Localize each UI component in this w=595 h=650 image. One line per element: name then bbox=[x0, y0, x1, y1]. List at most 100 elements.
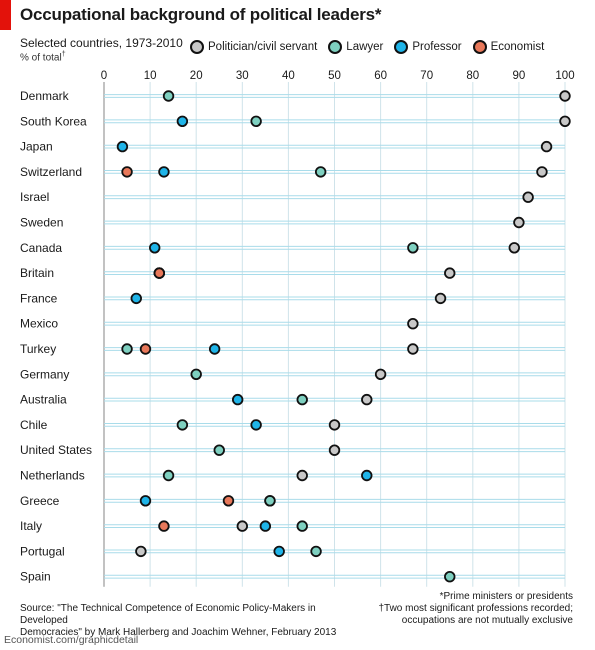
point-politician bbox=[328, 444, 341, 456]
chart-subtitle: Selected countries, 1973-2010 bbox=[20, 36, 183, 50]
point-politician bbox=[559, 90, 571, 102]
point-professor bbox=[149, 242, 161, 254]
x-tick-label-50: 50 bbox=[328, 70, 341, 82]
brand-red-tab bbox=[0, 0, 11, 30]
x-tick-label-90: 90 bbox=[513, 70, 526, 82]
point-politician bbox=[407, 343, 419, 355]
point-lawyer bbox=[190, 368, 202, 381]
legend-item-professor: Professor bbox=[394, 40, 462, 54]
units-text: % of total bbox=[20, 52, 62, 64]
point-lawyer bbox=[162, 469, 175, 482]
point-economist bbox=[222, 495, 235, 507]
point-lawyer bbox=[176, 419, 189, 431]
legend-professor-marker bbox=[394, 40, 409, 54]
category-label: Japan bbox=[20, 140, 53, 154]
units-footnote-mark: † bbox=[61, 51, 66, 58]
point-politician bbox=[135, 545, 147, 558]
point-lawyer bbox=[296, 520, 308, 532]
point-politician bbox=[296, 469, 308, 482]
point-lawyer bbox=[162, 90, 175, 102]
category-label: Italy bbox=[20, 519, 42, 533]
point-professor bbox=[130, 292, 142, 305]
category-label: Canada bbox=[20, 241, 62, 255]
category-label: Germany bbox=[20, 367, 69, 381]
point-economist bbox=[121, 166, 133, 178]
x-tick-label-40: 40 bbox=[282, 70, 295, 82]
x-tick-label-70: 70 bbox=[420, 70, 433, 82]
legend-item-politician: Politician/civil servant bbox=[190, 40, 317, 54]
point-politician bbox=[374, 368, 387, 381]
point-professor bbox=[361, 469, 373, 482]
category-label: Turkey bbox=[20, 342, 56, 356]
x-tick-label-0: 0 bbox=[101, 70, 107, 82]
point-politician bbox=[536, 166, 548, 178]
source-line-1: Source: "The Technical Competence of Eco… bbox=[20, 603, 316, 626]
legend-economist-label: Economist bbox=[490, 41, 545, 53]
units-label: % of total† bbox=[20, 51, 66, 63]
point-professor bbox=[273, 545, 285, 558]
point-lawyer bbox=[296, 393, 308, 406]
point-lawyer bbox=[407, 242, 419, 254]
category-label: Greece bbox=[20, 494, 60, 508]
legend-item-lawyer: Lawyer bbox=[328, 40, 383, 54]
x-tick-label-80: 80 bbox=[466, 70, 479, 82]
point-professor bbox=[139, 495, 152, 507]
x-tick-label-10: 10 bbox=[144, 70, 157, 82]
point-politician bbox=[508, 242, 520, 254]
category-label: United States bbox=[20, 443, 92, 457]
source-note: Source: "The Technical Competence of Eco… bbox=[20, 603, 365, 639]
category-label: Australia bbox=[20, 393, 67, 407]
point-lawyer bbox=[121, 343, 133, 355]
category-label: Netherlands bbox=[20, 469, 85, 483]
point-lawyer bbox=[444, 571, 456, 583]
footnote-3: occupations are not mutually exclusive bbox=[401, 615, 573, 626]
legend-economist-marker bbox=[472, 40, 487, 54]
point-politician bbox=[559, 115, 571, 128]
category-label: Mexico bbox=[20, 317, 58, 331]
legend-item-economist: Economist bbox=[472, 40, 545, 54]
legend-politician-marker bbox=[190, 40, 204, 54]
category-label: Denmark bbox=[20, 89, 70, 103]
point-professor bbox=[250, 419, 262, 431]
category-label: France bbox=[20, 291, 58, 305]
point-economist bbox=[153, 267, 166, 279]
point-politician bbox=[513, 216, 525, 229]
point-professor bbox=[259, 520, 272, 532]
footnotes: *Prime ministers or presidents †Two most… bbox=[378, 591, 573, 627]
x-tick-label-100: 100 bbox=[555, 70, 574, 82]
point-politician bbox=[434, 292, 447, 305]
x-tick-label-20: 20 bbox=[190, 70, 203, 82]
point-politician bbox=[407, 318, 419, 330]
point-professor bbox=[208, 343, 221, 355]
point-professor bbox=[116, 140, 129, 153]
point-lawyer bbox=[264, 495, 276, 507]
legend-politician-label: Politician/civil servant bbox=[208, 41, 318, 53]
point-lawyer bbox=[250, 115, 262, 128]
point-lawyer bbox=[213, 444, 225, 456]
legend-lawyer-label: Lawyer bbox=[346, 41, 384, 53]
point-lawyer bbox=[310, 545, 322, 558]
footnote-1: *Prime ministers or presidents bbox=[439, 591, 573, 602]
point-politician bbox=[522, 191, 534, 203]
legend-lawyer-marker bbox=[328, 40, 343, 54]
point-economist bbox=[158, 520, 170, 532]
footnote-2: †Two most significant professions record… bbox=[378, 603, 573, 614]
brand-url: Economist.com/graphicdetail bbox=[4, 634, 139, 646]
point-lawyer bbox=[314, 166, 327, 178]
category-label: Chile bbox=[20, 418, 48, 432]
category-label: Sweden bbox=[20, 216, 63, 230]
category-label: Portugal bbox=[20, 544, 65, 558]
legend: Politician/civil servant Lawyer Professo… bbox=[190, 40, 555, 54]
category-label: South Korea bbox=[20, 114, 87, 128]
point-politician bbox=[361, 393, 373, 406]
category-label: Britain bbox=[20, 266, 54, 280]
point-professor bbox=[176, 115, 189, 128]
chart-title: Occupational background of political lea… bbox=[20, 5, 382, 24]
point-economist bbox=[139, 343, 152, 355]
point-politician bbox=[540, 140, 553, 153]
legend-professor-label: Professor bbox=[412, 41, 462, 53]
point-professor bbox=[158, 166, 170, 178]
point-professor bbox=[231, 393, 244, 406]
x-tick-label-60: 60 bbox=[374, 70, 387, 82]
